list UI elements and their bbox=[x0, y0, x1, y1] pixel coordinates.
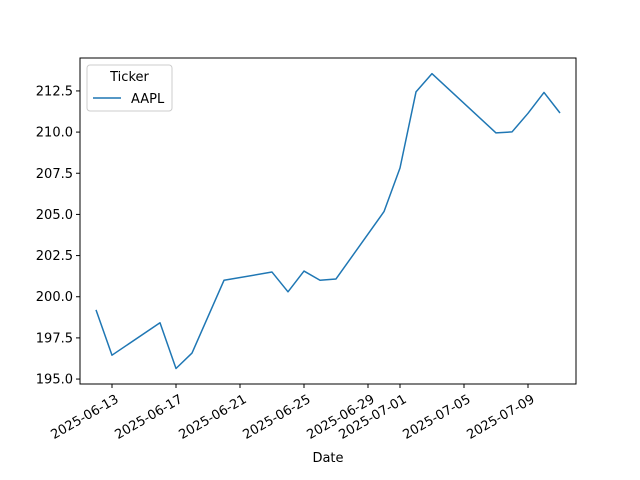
legend-box bbox=[86, 64, 173, 112]
series-layer bbox=[95, 72, 561, 370]
y-tick-label: 197.5 bbox=[36, 331, 73, 346]
x-tick-label: 2025-06-17 bbox=[112, 392, 185, 443]
x-tick-label: 2025-06-13 bbox=[48, 392, 121, 443]
legend-entry-aapl: AAPL bbox=[131, 92, 165, 107]
series-line-aapl bbox=[95, 72, 561, 370]
legend-title: Ticker bbox=[109, 70, 149, 85]
y-tick-label: 210.0 bbox=[36, 126, 73, 141]
x-axis-label: Date bbox=[312, 451, 343, 466]
x-tick-label: 2025-06-25 bbox=[240, 392, 313, 443]
y-tick-label: 202.5 bbox=[36, 249, 73, 264]
x-tick-label: 2025-07-05 bbox=[400, 392, 473, 443]
legend: Ticker AAPL bbox=[86, 64, 173, 112]
plot-frame bbox=[79, 57, 577, 385]
plot-area bbox=[79, 57, 577, 385]
x-axis: 2025-06-132025-06-172025-06-212025-06-25… bbox=[48, 384, 537, 443]
y-tick-label: 195.0 bbox=[36, 373, 73, 388]
y-tick-label: 207.5 bbox=[36, 167, 73, 182]
y-axis: 195.0 197.5 200.0 202.5 205.0 207.5 210.0 212.5 bbox=[36, 84, 80, 388]
x-tick-label: 2025-07-09 bbox=[464, 392, 537, 443]
x-tick-label: 2025-06-21 bbox=[176, 392, 249, 443]
y-tick-label: 200.0 bbox=[36, 290, 73, 305]
y-tick-label: 212.5 bbox=[36, 84, 73, 99]
y-tick-label: 205.0 bbox=[36, 208, 73, 223]
